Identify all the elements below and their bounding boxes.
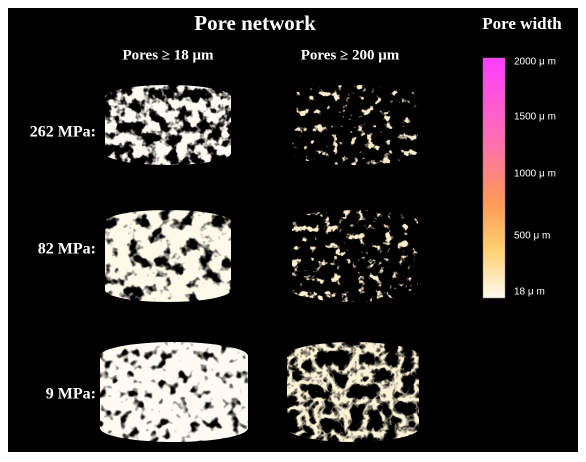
sample-render — [292, 210, 418, 302]
sample-render — [287, 342, 419, 442]
row-label: 9 MPa: — [46, 386, 96, 403]
colorbar — [482, 57, 506, 299]
sample-render — [292, 85, 418, 165]
colorbar-label: 1000 μ m — [514, 169, 556, 180]
row-label: 262 MPa: — [30, 124, 96, 141]
colorbar-label: 500 μ m — [514, 231, 550, 242]
title: Pore network — [194, 11, 316, 35]
sample-render — [105, 85, 231, 165]
row-label: 82 MPa: — [38, 241, 96, 258]
column-label: Pores ≥ 18 μm — [122, 47, 214, 63]
sample-render — [100, 342, 248, 442]
colorbar-title: Pore width — [482, 14, 562, 33]
sample-render — [105, 210, 231, 302]
colorbar-label: 2000 μ m — [514, 57, 556, 68]
colorbar-label: 18 μ m — [514, 287, 545, 298]
column-label: Pores ≥ 200 μm — [301, 47, 400, 63]
colorbar-label: 1500 μ m — [514, 112, 556, 123]
